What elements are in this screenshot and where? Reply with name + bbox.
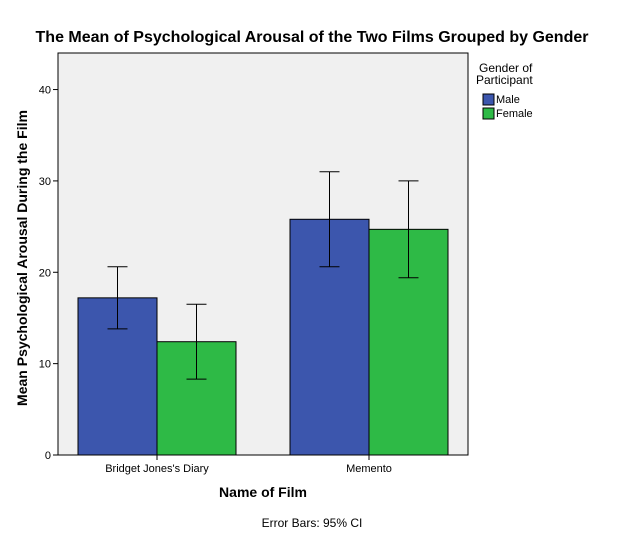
y-tick-label: 30 bbox=[39, 176, 51, 188]
legend-swatch-male bbox=[482, 93, 495, 106]
legend-title: Gender of Participant bbox=[476, 61, 533, 87]
legend-title-line2: Participant bbox=[476, 73, 533, 87]
y-tick-label: 20 bbox=[39, 267, 51, 279]
y-tick-label: 10 bbox=[39, 359, 51, 371]
legend-title-line1: Gender of bbox=[479, 61, 533, 75]
error-bars bbox=[107, 171, 419, 380]
x-tick-label: Memento bbox=[346, 463, 392, 475]
legend-swatch-female bbox=[482, 107, 495, 120]
legend-label-female: Female bbox=[496, 108, 533, 120]
y-tick-label: 0 bbox=[45, 450, 51, 462]
x-axis-title: Name of Film bbox=[219, 484, 307, 500]
legend-label-male: Male bbox=[496, 94, 520, 106]
error-bars-footnote: Error Bars: 95% CI bbox=[262, 516, 363, 530]
bar-male bbox=[77, 297, 158, 456]
chart-title: The Mean of Psychological Arousal of the… bbox=[36, 29, 589, 46]
bars bbox=[77, 218, 449, 456]
y-tick-label: 40 bbox=[39, 85, 51, 97]
y-axis: 0 10 20 30 40 bbox=[39, 85, 58, 462]
legend: Gender of Participant Male Female bbox=[476, 61, 533, 120]
x-tick-label: Bridget Jones's Diary bbox=[105, 463, 209, 475]
y-axis-title: Mean Psychological Arousal During the Fi… bbox=[14, 110, 30, 406]
x-axis: Bridget Jones's Diary Memento bbox=[105, 455, 392, 475]
